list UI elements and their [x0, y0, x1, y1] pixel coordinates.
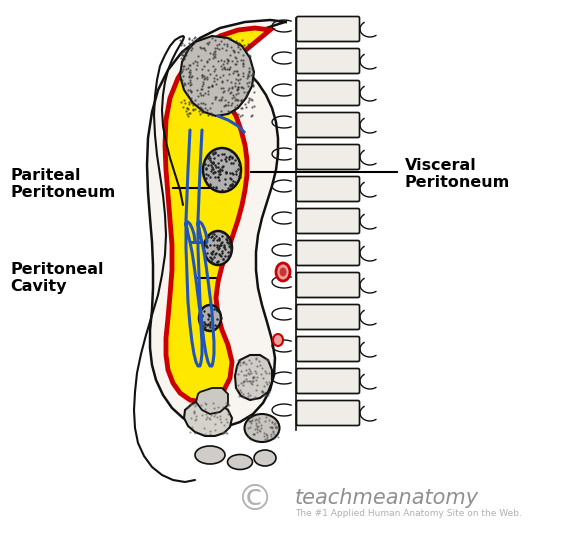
- Text: Visceral
Peritoneum: Visceral Peritoneum: [405, 158, 510, 191]
- FancyBboxPatch shape: [296, 368, 359, 394]
- FancyBboxPatch shape: [296, 272, 359, 297]
- FancyBboxPatch shape: [296, 113, 359, 137]
- FancyBboxPatch shape: [296, 177, 359, 201]
- Ellipse shape: [245, 414, 279, 442]
- Polygon shape: [196, 388, 228, 414]
- Polygon shape: [165, 28, 270, 402]
- Polygon shape: [180, 36, 254, 116]
- Text: teachmeanatomy: teachmeanatomy: [295, 488, 479, 508]
- Ellipse shape: [273, 334, 283, 346]
- Ellipse shape: [199, 305, 221, 331]
- Polygon shape: [235, 355, 272, 400]
- Ellipse shape: [279, 268, 286, 277]
- FancyBboxPatch shape: [296, 81, 359, 106]
- FancyBboxPatch shape: [296, 240, 359, 265]
- Text: Peritoneal
Cavity: Peritoneal Cavity: [10, 262, 103, 294]
- Ellipse shape: [276, 263, 290, 281]
- Ellipse shape: [195, 446, 225, 464]
- FancyBboxPatch shape: [296, 400, 359, 426]
- FancyBboxPatch shape: [296, 336, 359, 362]
- Ellipse shape: [204, 231, 232, 265]
- Ellipse shape: [203, 148, 241, 192]
- FancyBboxPatch shape: [296, 145, 359, 169]
- Text: ©: ©: [237, 483, 273, 517]
- FancyBboxPatch shape: [296, 304, 359, 329]
- FancyBboxPatch shape: [296, 49, 359, 74]
- Polygon shape: [184, 400, 232, 436]
- Text: Pariteal
Peritoneum: Pariteal Peritoneum: [10, 168, 115, 200]
- Ellipse shape: [254, 450, 276, 466]
- FancyBboxPatch shape: [296, 17, 359, 42]
- Text: The #1 Applied Human Anatomy Site on the Web.: The #1 Applied Human Anatomy Site on the…: [295, 509, 522, 519]
- Ellipse shape: [228, 454, 252, 469]
- Polygon shape: [147, 20, 287, 428]
- FancyBboxPatch shape: [296, 208, 359, 233]
